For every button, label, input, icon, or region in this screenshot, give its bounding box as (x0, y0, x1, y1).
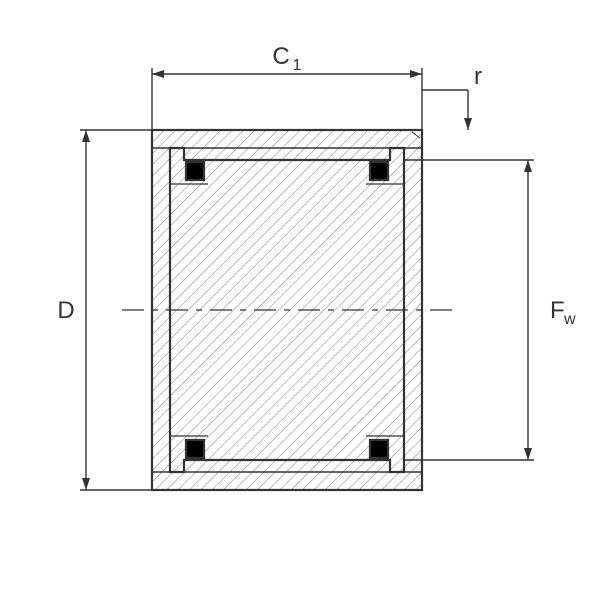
label-d: D (57, 297, 74, 324)
label-r: r (474, 63, 482, 90)
svg-text:w: w (563, 311, 576, 328)
label-c1: C (272, 43, 289, 70)
bearing-diagram: C1 D Fw r (0, 0, 600, 600)
svg-text:1: 1 (293, 57, 302, 74)
label-fw: F (550, 297, 565, 324)
